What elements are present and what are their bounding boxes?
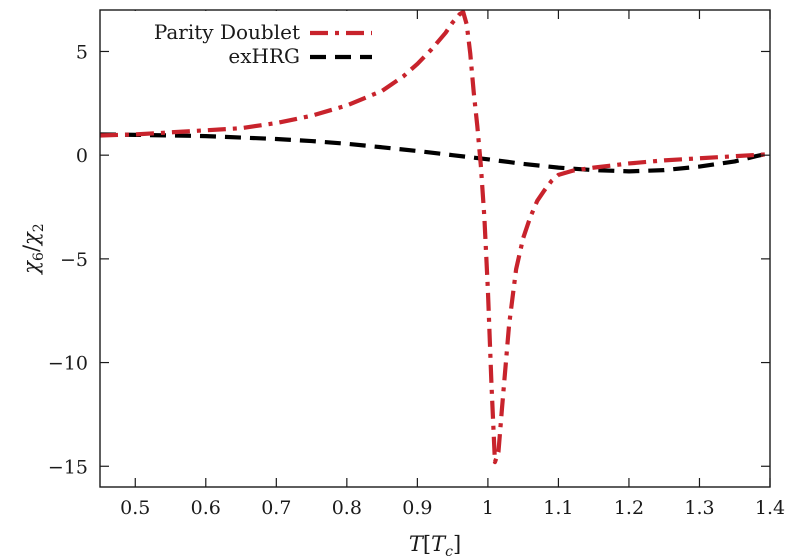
- y-tick-label: −15: [48, 456, 88, 478]
- x-tick-label: 0.9: [402, 497, 432, 519]
- series-line-parity-doublet: [100, 10, 770, 465]
- x-tick-label: 0.5: [120, 497, 150, 519]
- legend-label-parity-doublet: Parity Doublet: [154, 20, 300, 44]
- plot-frame: [99, 9, 771, 488]
- legend-label-exhrg: exHRG: [228, 44, 300, 68]
- x-tick-label: 0.6: [191, 497, 221, 519]
- series-layer: [100, 10, 770, 465]
- y-tick-label: 5: [76, 41, 88, 63]
- x-tick-label: 1.2: [614, 497, 644, 519]
- y-tick-label: 0: [76, 145, 88, 167]
- series-line-exhrg: [100, 132, 770, 174]
- x-tick-label: 1.4: [755, 497, 785, 519]
- x-tick-label: 1.3: [684, 497, 714, 519]
- x-tick-label: 1: [482, 497, 494, 519]
- x-tick-label: 0.8: [332, 497, 362, 519]
- x-tick-label: 0.7: [261, 497, 291, 519]
- tick-layer: 0.5 0.6 0.7 0.8 0.9 1 1.1 1.2 1.3 1.4 5 0 −5 −10 −15: [48, 10, 785, 519]
- y-tick-label: −10: [48, 353, 88, 375]
- x-tick-label: 1.1: [543, 497, 573, 519]
- y-tick-label: −5: [60, 249, 88, 271]
- y-axis-title: χ6/χ2: [19, 223, 47, 275]
- legend: Parity Doublet exHRG: [112, 11, 382, 68]
- x-axis-title: T[Tc]: [409, 532, 461, 558]
